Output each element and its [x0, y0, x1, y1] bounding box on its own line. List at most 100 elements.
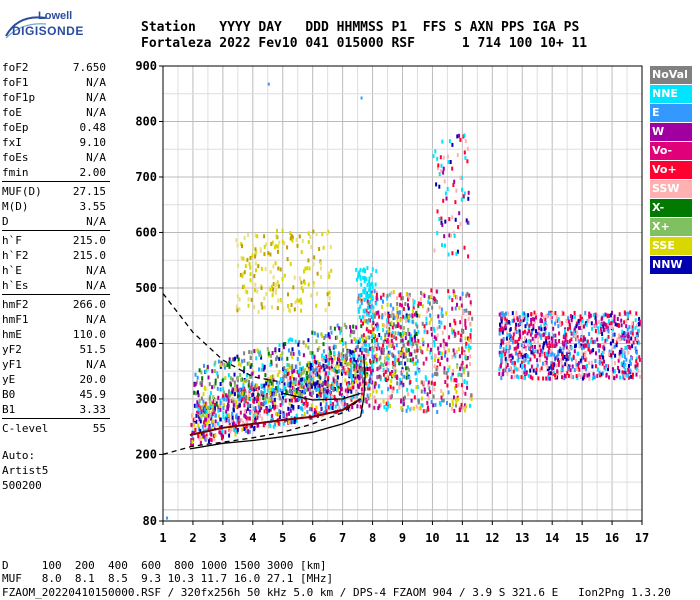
scatter-point [504, 326, 507, 331]
scatter-point [368, 276, 371, 281]
scatter-point [283, 366, 286, 371]
scatter-point [529, 339, 532, 344]
scatter-point [363, 377, 366, 381]
scatter-point [459, 366, 462, 371]
scatter-point [467, 344, 470, 349]
scatter-point [205, 413, 207, 418]
scatter-point [235, 404, 238, 409]
x-tick-label: 17 [635, 531, 649, 545]
scatter-point [618, 323, 620, 328]
scatter-point [368, 403, 371, 408]
legend-item-x: X+ [650, 218, 692, 236]
scatter-point [229, 360, 232, 365]
scatter-point [404, 354, 407, 359]
scatter-point [287, 292, 289, 297]
scatter-point [610, 353, 613, 358]
scatter-point [204, 401, 207, 406]
autoscale-line1: Auto: [2, 449, 36, 462]
scatter-point [325, 371, 328, 376]
scatter-point [567, 319, 570, 324]
scatter-point [563, 343, 566, 348]
scatter-point [259, 353, 262, 358]
scatter-point [298, 350, 300, 355]
scatter-point [233, 392, 236, 397]
scatter-point [563, 329, 566, 334]
scatter-point [341, 371, 343, 376]
scatter-point [389, 385, 392, 390]
param-separator [2, 181, 110, 182]
scatter-point [364, 336, 367, 341]
scatter-point [601, 371, 604, 376]
scatter-point [603, 328, 606, 333]
scatter-point [339, 382, 342, 387]
scatter-point [335, 382, 338, 387]
scatter-point [463, 366, 466, 371]
scatter-point [371, 296, 374, 301]
scatter-point [540, 336, 543, 341]
scatter-point [281, 391, 284, 396]
scatter-point [502, 340, 505, 345]
scatter-point [569, 339, 571, 344]
scatter-point [614, 353, 617, 358]
scatter-point [579, 317, 582, 322]
x-tick-label: 12 [485, 531, 499, 545]
scatter-point [533, 317, 535, 322]
scatter-point [312, 229, 315, 234]
scatter-point [605, 363, 608, 368]
scatter-point [630, 336, 633, 341]
scatter-point [310, 293, 312, 298]
scatter-point [628, 325, 631, 330]
scatter-point [469, 311, 472, 316]
scatter-point [459, 222, 462, 227]
scatter-point [440, 311, 443, 316]
scatter-point [358, 356, 361, 361]
scatter-point [608, 321, 611, 326]
scatter-point [431, 294, 433, 298]
scatter-point [366, 367, 369, 371]
scatter-point [207, 427, 210, 432]
scatter-point [322, 342, 325, 347]
scatter-point [308, 380, 311, 385]
legend-item-vo: Vo- [650, 142, 692, 160]
scatter-point [420, 290, 422, 295]
scatter-point [363, 275, 366, 280]
scatter-point [511, 360, 514, 365]
scatter-point [422, 409, 425, 414]
x-tick-label: 10 [425, 531, 439, 545]
scatter-point [209, 400, 212, 405]
scatter-point [413, 334, 416, 339]
scatter-point [271, 240, 274, 245]
scatter-point [222, 387, 225, 391]
scatter-point [468, 338, 471, 343]
param-value: 45.9 [79, 388, 107, 401]
scatter-point [598, 360, 601, 364]
scatter-point [443, 234, 446, 239]
param-key: B0 [2, 388, 16, 401]
x-tick-label: 13 [515, 531, 529, 545]
scatter-point [528, 329, 531, 334]
scatter-point [432, 403, 435, 408]
scatter-point [304, 379, 307, 383]
scatter-point [320, 275, 323, 279]
scatter-point [243, 427, 246, 431]
x-tick-label: 9 [399, 531, 406, 545]
scatter-point [294, 300, 297, 305]
scatter-point [470, 339, 472, 344]
scatter-point [248, 350, 251, 355]
scatter-point [293, 420, 296, 425]
scatter-point [402, 331, 405, 336]
scatter-point [517, 375, 520, 380]
scatter-point [248, 390, 251, 395]
scatter-point [225, 413, 228, 418]
scatter-point [587, 347, 590, 352]
scatter-point [615, 374, 618, 379]
scatter-point [500, 350, 503, 355]
scatter-point [357, 271, 360, 276]
scatter-point [454, 217, 457, 222]
scatter-point [620, 336, 623, 341]
scatter-point [470, 328, 473, 333]
scatter-point [567, 366, 570, 371]
scatter-point [603, 342, 606, 347]
scatter-point [402, 402, 405, 407]
scatter-point [588, 344, 591, 349]
